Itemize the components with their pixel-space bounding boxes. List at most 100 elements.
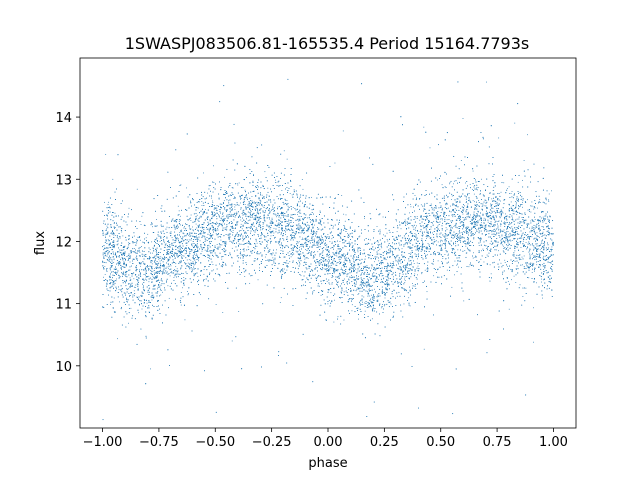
data-point [290,256,292,258]
data-point [322,265,324,266]
data-point [106,225,108,227]
data-point [529,248,531,250]
data-point [204,209,206,210]
data-point [109,268,111,269]
data-point [542,297,543,299]
data-point [436,179,438,181]
data-point [538,221,540,223]
data-point [283,204,285,205]
data-point [482,248,484,250]
data-point [389,251,391,253]
data-point [489,218,491,219]
data-point [537,228,539,230]
data-point [283,150,285,152]
data-point [353,259,355,261]
data-point [481,250,482,252]
data-point [313,221,315,222]
data-point [279,302,281,303]
data-point [372,307,374,309]
data-point [322,250,324,251]
data-point [412,283,413,284]
data-point [461,236,463,237]
data-point [474,217,476,219]
data-point [160,256,162,258]
data-point [517,197,519,199]
data-point [242,201,244,203]
data-point [417,240,418,242]
data-point [174,252,175,254]
data-point [354,240,356,241]
data-point [256,201,258,203]
data-point [138,312,140,314]
data-point [521,264,523,266]
data-point [326,273,328,275]
data-point [533,248,535,250]
data-point [298,260,300,262]
data-point [334,255,336,256]
data-point [502,212,504,214]
data-point [487,221,489,223]
data-point [534,207,536,209]
data-point [341,195,343,196]
data-point [493,215,495,217]
data-point [240,234,242,236]
data-point [491,231,493,233]
data-point [533,245,535,247]
data-point [338,244,339,246]
data-point [226,227,228,229]
data-point [201,250,203,252]
data-point [306,253,308,255]
data-point [102,233,104,235]
data-point [152,286,154,288]
data-point [374,288,375,290]
data-point [188,265,190,267]
data-point [498,220,500,222]
data-point [159,260,161,262]
data-point [315,277,317,279]
data-point [528,277,530,279]
data-point [292,214,293,216]
data-point [430,203,432,205]
data-point [510,193,512,194]
data-point [206,250,208,252]
data-point [518,218,520,220]
data-point [449,183,450,185]
data-point [386,268,388,270]
data-point [513,275,515,277]
data-point [182,255,184,257]
data-point [128,253,130,255]
data-point [113,262,115,263]
data-point [475,225,476,227]
data-point [396,220,397,222]
data-point [129,277,131,279]
data-point [386,266,387,267]
data-point [113,268,115,270]
data-point [416,254,418,256]
data-point [231,227,233,229]
data-point [126,300,128,302]
data-point [243,214,245,215]
data-point [494,217,496,219]
data-point [110,265,112,267]
data-point [487,212,489,214]
data-point [223,215,225,217]
data-point [177,205,179,207]
data-point [536,243,538,245]
data-point [457,218,459,219]
data-point [404,259,406,261]
data-point [454,235,456,237]
data-point [110,304,111,306]
data-point [297,228,299,230]
data-point [460,208,461,209]
data-point [331,238,333,240]
data-point [381,275,383,277]
data-point [403,255,405,257]
data-point [305,249,307,251]
data-point [465,182,466,184]
data-point [341,267,342,269]
data-point [441,244,443,246]
data-point [369,295,371,297]
data-point [203,172,204,174]
data-point [401,237,403,239]
data-point [472,200,474,202]
